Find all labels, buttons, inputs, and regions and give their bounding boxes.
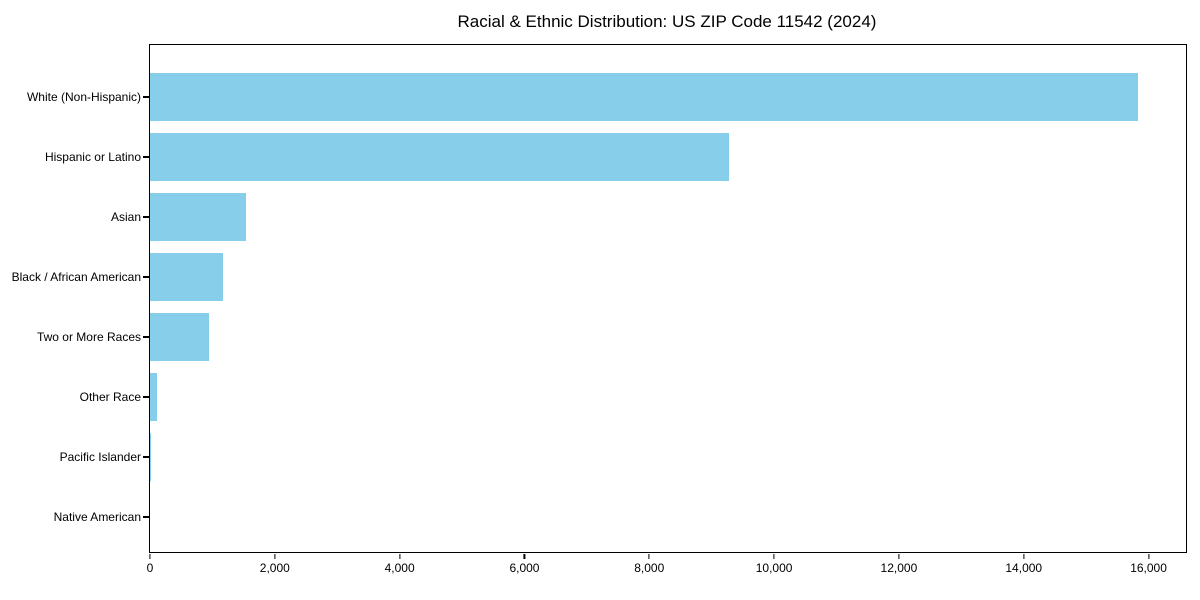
x-tick-mark bbox=[648, 553, 650, 559]
x-axis-tick-label: 8,000 bbox=[634, 561, 665, 575]
x-axis-tick-label: 4,000 bbox=[384, 561, 415, 575]
x-axis-tick-label: 16,000 bbox=[1130, 561, 1167, 575]
y-axis-label: White (Non-Hispanic) bbox=[26, 90, 141, 104]
x-tick-mark bbox=[523, 553, 526, 559]
bar bbox=[150, 373, 158, 421]
y-axis-label: Hispanic or Latino bbox=[44, 150, 141, 164]
y-axis-label: Pacific Islander bbox=[59, 450, 141, 464]
y-tick-mark bbox=[143, 336, 149, 338]
bar bbox=[150, 433, 151, 481]
chart-title: Racial & Ethnic Distribution: US ZIP Cod… bbox=[457, 12, 877, 31]
y-axis-label: Native American bbox=[53, 510, 141, 524]
y-tick-mark bbox=[143, 216, 149, 218]
x-tick-mark bbox=[274, 553, 276, 559]
y-tick-mark bbox=[143, 276, 149, 278]
y-axis-label: Other Race bbox=[79, 390, 141, 404]
x-tick-mark bbox=[773, 553, 775, 559]
bar bbox=[150, 313, 209, 361]
y-tick-mark bbox=[143, 456, 149, 458]
bar bbox=[150, 193, 247, 241]
y-axis-label: Asian bbox=[110, 210, 141, 224]
x-axis-tick-label: 10,000 bbox=[755, 561, 793, 575]
y-tick-mark bbox=[143, 156, 149, 158]
x-tick-mark bbox=[399, 553, 401, 559]
y-tick-mark bbox=[143, 396, 149, 398]
x-axis-tick-label: 12,000 bbox=[880, 561, 918, 575]
x-axis-tick-label: 2,000 bbox=[259, 561, 290, 575]
x-axis-tick-label: 0 bbox=[146, 561, 154, 575]
y-tick-mark bbox=[143, 96, 149, 98]
x-tick-mark bbox=[898, 553, 900, 559]
plot-area: White (Non-Hispanic) Hispanic or Latino As… bbox=[12, 44, 1187, 575]
bar bbox=[150, 133, 730, 181]
bar bbox=[150, 253, 224, 301]
x-tick-mark bbox=[149, 553, 151, 559]
x-axis-tick-label: 6,000 bbox=[509, 561, 540, 575]
y-axis-label: Two or More Races bbox=[36, 330, 141, 344]
x-tick-mark bbox=[1023, 553, 1025, 559]
x-axis-tick-label: 14,000 bbox=[1005, 561, 1043, 575]
y-tick-mark bbox=[143, 516, 149, 518]
x-tick-mark bbox=[1147, 553, 1150, 559]
y-axis-label: Black / African American bbox=[11, 270, 141, 284]
bar bbox=[150, 73, 1138, 121]
